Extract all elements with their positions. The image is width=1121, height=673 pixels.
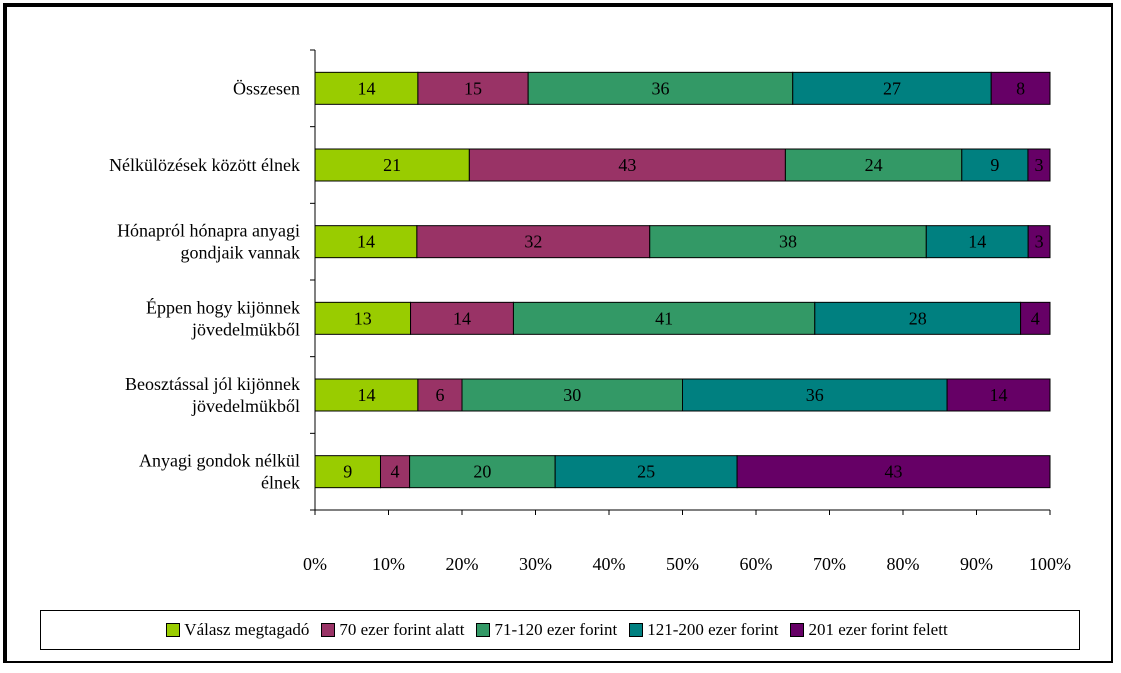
category-label: Éppen hogy kijönnek (146, 296, 300, 317)
legend-item: 71-120 ezer forint (476, 620, 617, 640)
data-label: 3 (1034, 155, 1043, 175)
x-tick-label: 0% (303, 554, 327, 574)
legend-item: Válasz megtagadó (166, 620, 309, 640)
bar-segment (461, 378, 683, 412)
bar-segment (417, 71, 529, 105)
legend-label: 70 ezer forint alatt (339, 620, 465, 639)
data-label: 30 (563, 385, 581, 405)
data-label: 32 (524, 232, 542, 252)
data-label: 36 (806, 385, 824, 405)
legend-swatch (321, 623, 336, 637)
legend-item: 201 ezer forint felett (790, 620, 948, 640)
data-label: 14 (357, 385, 375, 405)
bar-segment (925, 225, 1029, 259)
bar-segment (736, 455, 1051, 489)
legend-swatch (790, 623, 805, 637)
data-label: 9 (343, 462, 352, 482)
category-label: Összesen (233, 78, 300, 98)
category-label: jövedelmükből (191, 396, 300, 416)
chart-frame: 14 15 36 27 8 Összesen 21 43 24 9 3 Nélkülözések kö… (3, 3, 1113, 663)
data-label: 21 (383, 155, 401, 175)
data-label: 3 (1035, 232, 1044, 252)
legend-swatch (166, 623, 181, 637)
legend-swatch (629, 623, 644, 637)
bar-segment (416, 225, 651, 259)
data-label: 43 (618, 155, 636, 175)
category-label: Hónapról hónapra anyagi (117, 221, 300, 241)
chart-legend: Válasz megtagadó 70 ezer forint alatt 71-1… (40, 610, 1080, 650)
legend-item: 70 ezer forint alatt (321, 620, 464, 640)
bar-segment (946, 378, 1051, 412)
data-label: 43 (885, 462, 903, 482)
category-label: élnek (261, 473, 300, 493)
data-label: 13 (354, 308, 372, 328)
category-label: Nélkülözések között élnek (109, 155, 300, 175)
legend-swatch (476, 623, 491, 637)
x-tick-label: 50% (666, 554, 699, 574)
category-label: Beosztással jól kijönnek (125, 374, 300, 394)
x-tick-label: 10% (372, 554, 405, 574)
bar-segment (554, 455, 738, 489)
bar-segment (527, 71, 794, 105)
bar-segment (314, 71, 419, 105)
legend-item: 121-200 ezer forint (629, 620, 778, 640)
legend-label: Válasz megtagadó (184, 620, 310, 639)
x-tick-label: 20% (446, 554, 479, 574)
x-tick-label: 70% (813, 554, 846, 574)
data-label: 14 (968, 232, 986, 252)
bar-segment (1020, 301, 1051, 335)
x-tick-label: 90% (960, 554, 993, 574)
data-label: 14 (453, 308, 471, 328)
data-label: 9 (990, 155, 999, 175)
x-tick-label: 80% (887, 554, 920, 574)
legend-label: 201 ezer forint felett (808, 620, 948, 639)
bar-segment (814, 301, 1022, 335)
data-label: 14 (357, 78, 375, 98)
bar-segment (990, 71, 1051, 105)
x-tick-label: 30% (519, 554, 552, 574)
x-tick-label: 40% (593, 554, 626, 574)
category-label: Anyagi gondok nélkül (139, 451, 300, 471)
data-label: 4 (1031, 308, 1040, 328)
legend-label: 121-200 ezer forint (647, 620, 779, 639)
bar-segment (314, 455, 381, 489)
x-tick-label: 100% (1029, 554, 1071, 574)
data-label: 4 (391, 462, 400, 482)
bar-segment (961, 148, 1029, 182)
category-label: jövedelmükből (191, 319, 300, 339)
x-tick-label: 60% (740, 554, 773, 574)
data-label: 25 (637, 462, 655, 482)
data-label: 38 (779, 232, 797, 252)
legend-label: 71-120 ezer forint (494, 620, 618, 639)
bar-segment (1027, 225, 1051, 259)
bar-segment (314, 301, 412, 335)
bar-segment (649, 225, 927, 259)
data-label: 28 (909, 308, 927, 328)
data-label: 36 (651, 78, 669, 98)
bar-segment (409, 455, 556, 489)
data-label: 20 (473, 462, 491, 482)
bar-segment (784, 148, 963, 182)
bar-segment (468, 148, 786, 182)
data-label: 14 (990, 385, 1008, 405)
data-label: 6 (435, 385, 444, 405)
data-label: 14 (357, 232, 375, 252)
bar-segment (1027, 148, 1051, 182)
data-label: 15 (464, 78, 482, 98)
category-label: gondjaik vannak (181, 243, 300, 263)
data-label: 24 (865, 155, 883, 175)
data-label: 41 (655, 308, 673, 328)
data-label: 27 (883, 78, 901, 98)
data-label: 8 (1016, 78, 1025, 98)
